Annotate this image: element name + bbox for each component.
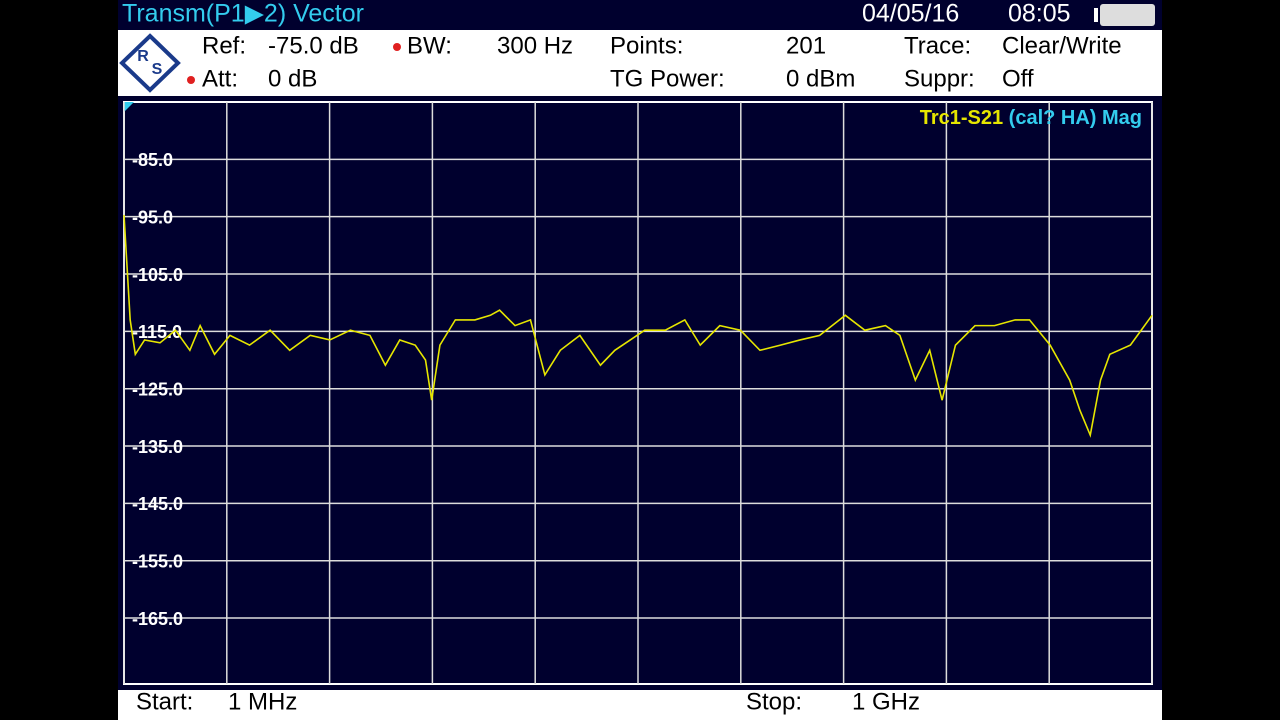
stop-label: Stop: bbox=[746, 688, 802, 715]
plot: -85.0 -95.0 -105.0 -115.0 -125.0 -135.0 -145.0… bbox=[123, 102, 1153, 684]
y-tick-label: -115.0 bbox=[132, 322, 182, 342]
start-label: Start: bbox=[136, 688, 193, 715]
status-dot bbox=[187, 76, 195, 84]
setting-value: 0 dBm bbox=[786, 65, 855, 92]
setting-value: Off bbox=[1002, 65, 1034, 92]
setting-label: Ref: bbox=[202, 32, 246, 59]
battery bbox=[1094, 4, 1155, 26]
ref-marker bbox=[124, 102, 134, 112]
setting-value: Clear/Write bbox=[1002, 32, 1122, 59]
y-tick-label: -155.0 bbox=[132, 551, 183, 571]
setting-value: 201 bbox=[786, 32, 826, 59]
setting-value: 300 Hz bbox=[497, 32, 573, 59]
setting-label: Suppr: bbox=[904, 65, 975, 92]
logo: R S bbox=[119, 33, 181, 93]
setting-value: 0 dB bbox=[268, 65, 317, 92]
setting-label: Points: bbox=[610, 32, 683, 59]
logo-letter: R bbox=[137, 48, 149, 65]
y-tick-label: -105.0 bbox=[132, 265, 183, 285]
time: 08:05 bbox=[1008, 0, 1071, 28]
trace bbox=[123, 214, 1153, 438]
status-dot bbox=[393, 43, 401, 51]
date: 04/05/16 bbox=[862, 0, 959, 28]
info-panel bbox=[118, 30, 1162, 96]
y-tick-label: -135.0 bbox=[132, 437, 183, 457]
setting-value: -75.0 dB bbox=[268, 32, 359, 59]
trace-name: Trc1-S21 bbox=[920, 107, 1003, 129]
y-tick-label: -165.0 bbox=[132, 609, 183, 629]
setting-label: Trace: bbox=[904, 32, 971, 59]
y-tick-label: -145.0 bbox=[132, 494, 183, 514]
logo-diamond bbox=[119, 33, 181, 93]
battery-body bbox=[1100, 4, 1155, 26]
setting-label: TG Power: bbox=[610, 65, 725, 92]
setting-label: BW: bbox=[407, 32, 452, 59]
logo-letter: S bbox=[152, 61, 163, 78]
footer-bar bbox=[118, 690, 1162, 720]
trace-info: (cal? HA) Mag bbox=[1009, 107, 1142, 129]
y-tick-label: -125.0 bbox=[132, 379, 183, 399]
battery-tip bbox=[1094, 8, 1098, 22]
setting-label: Att: bbox=[202, 65, 238, 92]
trace-label: Trc1-S21 (cal? HA) Mag bbox=[920, 107, 1142, 129]
stop-value: 1 GHz bbox=[852, 688, 920, 715]
title-bar bbox=[118, 0, 1162, 30]
y-tick-label: -95.0 bbox=[132, 207, 173, 227]
y-tick-label: -85.0 bbox=[132, 150, 173, 170]
start-value: 1 MHz bbox=[228, 688, 297, 715]
title: Transm(P1▶2) Vector bbox=[122, 0, 364, 28]
